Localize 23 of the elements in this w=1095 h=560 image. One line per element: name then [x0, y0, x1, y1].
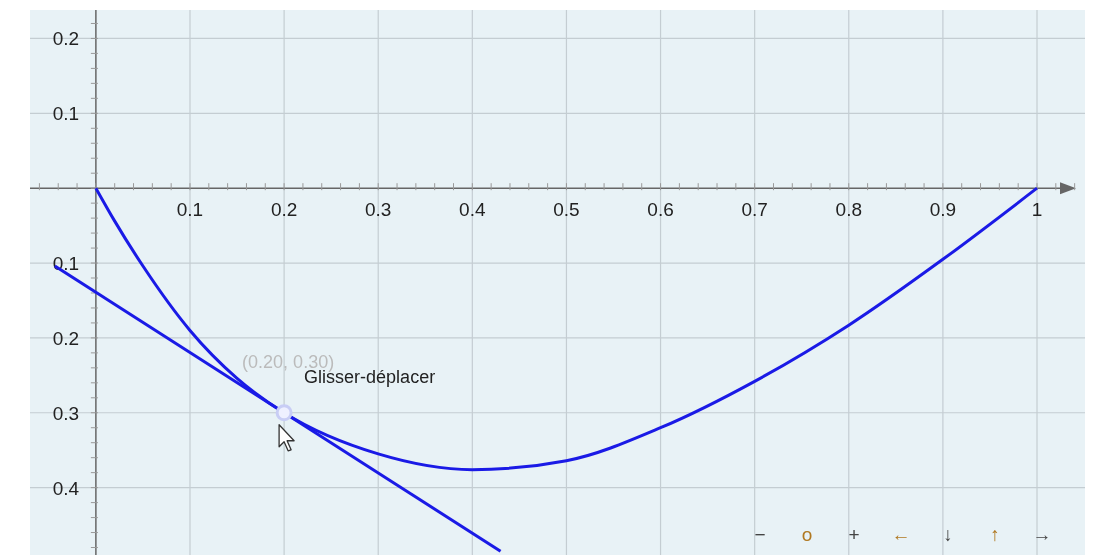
y-tick-label: 0.3 [52, 402, 80, 424]
annotation: ↑ [990, 524, 1000, 545]
x-tick-label: 0.1 [176, 199, 204, 221]
annotation: − [754, 524, 766, 545]
annotation: o [801, 524, 813, 545]
x-tick-label: 0.5 [553, 199, 580, 221]
x-tick-label: 0.2 [270, 199, 298, 221]
annotation: (0.20, 0.30) [242, 351, 335, 372]
x-tick-label: 0.9 [929, 199, 957, 221]
x-tick-label: 1 [1031, 199, 1043, 221]
annotation: + [848, 524, 860, 545]
x-tick-label: 0.8 [835, 199, 862, 221]
annotation: ↓ [943, 524, 953, 545]
y-tick-label: 0.4 [52, 477, 80, 499]
y-tick-label: 0.2 [52, 28, 80, 50]
x-tick-label: 0.4 [459, 199, 486, 221]
x-tick-label: 0.3 [365, 199, 392, 221]
annotation: → [1032, 524, 1052, 545]
annotation: ← [891, 524, 911, 545]
x-tick-label: 0.7 [741, 199, 768, 221]
y-tick-label: 0.1 [52, 103, 80, 125]
x-tick-label: 0.6 [647, 199, 674, 221]
y-tick-label: 0.2 [52, 327, 80, 349]
